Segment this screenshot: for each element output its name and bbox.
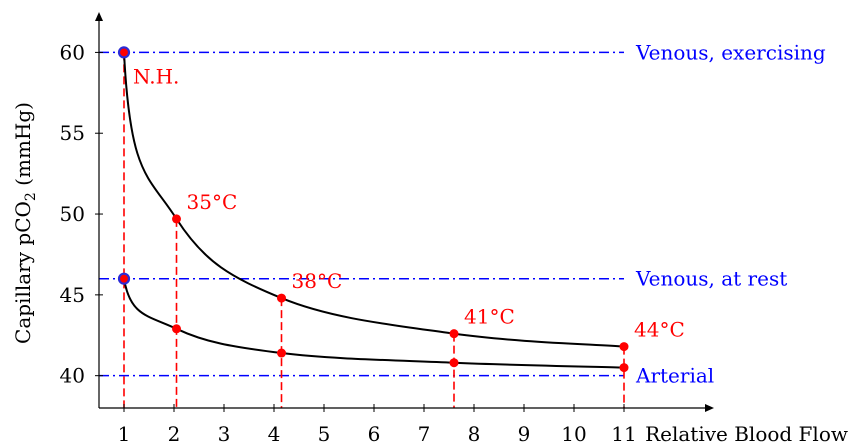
data-point xyxy=(449,358,459,368)
data-point xyxy=(277,293,286,303)
y-axis-label-subscript: 2 xyxy=(23,192,39,201)
data-point xyxy=(449,329,459,339)
y-tick-label: 60 xyxy=(60,40,85,64)
y-tick-label: 50 xyxy=(60,202,85,226)
y-axis-label: Capillary pCO2 (mmHg) xyxy=(11,102,39,344)
x-tick-label: 7 xyxy=(418,422,431,443)
x-tick-label: 8 xyxy=(468,422,481,443)
data-point xyxy=(277,348,286,358)
x-tick-label: 9 xyxy=(518,422,531,443)
drop-lines xyxy=(123,52,625,408)
y-tick-label: 40 xyxy=(60,364,85,388)
y-tick-label: 45 xyxy=(60,283,85,307)
point-label: 35°C xyxy=(187,190,238,214)
reference-line-label: Venous, exercising xyxy=(635,40,826,64)
x-tick-label: 11 xyxy=(611,422,636,443)
x-tick-label: 5 xyxy=(318,422,331,443)
x-tick-label: 3 xyxy=(218,422,231,443)
x-tick-label: 4 xyxy=(268,422,281,443)
x-tick-label: 6 xyxy=(368,422,381,443)
reference-line-label: Venous, at rest xyxy=(635,267,787,291)
reference-lines xyxy=(99,51,624,377)
point-label: N.H. xyxy=(133,64,179,88)
data-point xyxy=(172,324,181,334)
data-point xyxy=(172,214,181,224)
point-label: 44°C xyxy=(634,318,685,342)
x-tick-label: 1 xyxy=(118,422,131,443)
axes xyxy=(95,12,714,412)
y-axis-label-unit: (mmHg) xyxy=(11,102,35,192)
y-axis-arrow xyxy=(95,12,103,21)
y-axis-label-main: Capillary pCO xyxy=(11,201,35,344)
series-curve xyxy=(123,278,625,369)
point-label: 41°C xyxy=(464,305,515,329)
reference-line-label: Arterial xyxy=(635,364,714,388)
points xyxy=(117,46,629,373)
data-point xyxy=(619,363,629,373)
data-point xyxy=(619,342,629,352)
x-axis-label: Relative Blood Flow xyxy=(645,422,848,443)
base-point xyxy=(117,46,131,59)
point-label: 38°C xyxy=(292,269,343,293)
y-tick-label: 55 xyxy=(60,121,85,145)
labels: Venous, exercising Venous, at rest Arteria… xyxy=(133,40,826,387)
x-tick-label: 2 xyxy=(168,422,181,443)
x-tick-label: 10 xyxy=(561,422,586,443)
base-point xyxy=(117,272,131,285)
x-axis-arrow xyxy=(705,404,714,412)
